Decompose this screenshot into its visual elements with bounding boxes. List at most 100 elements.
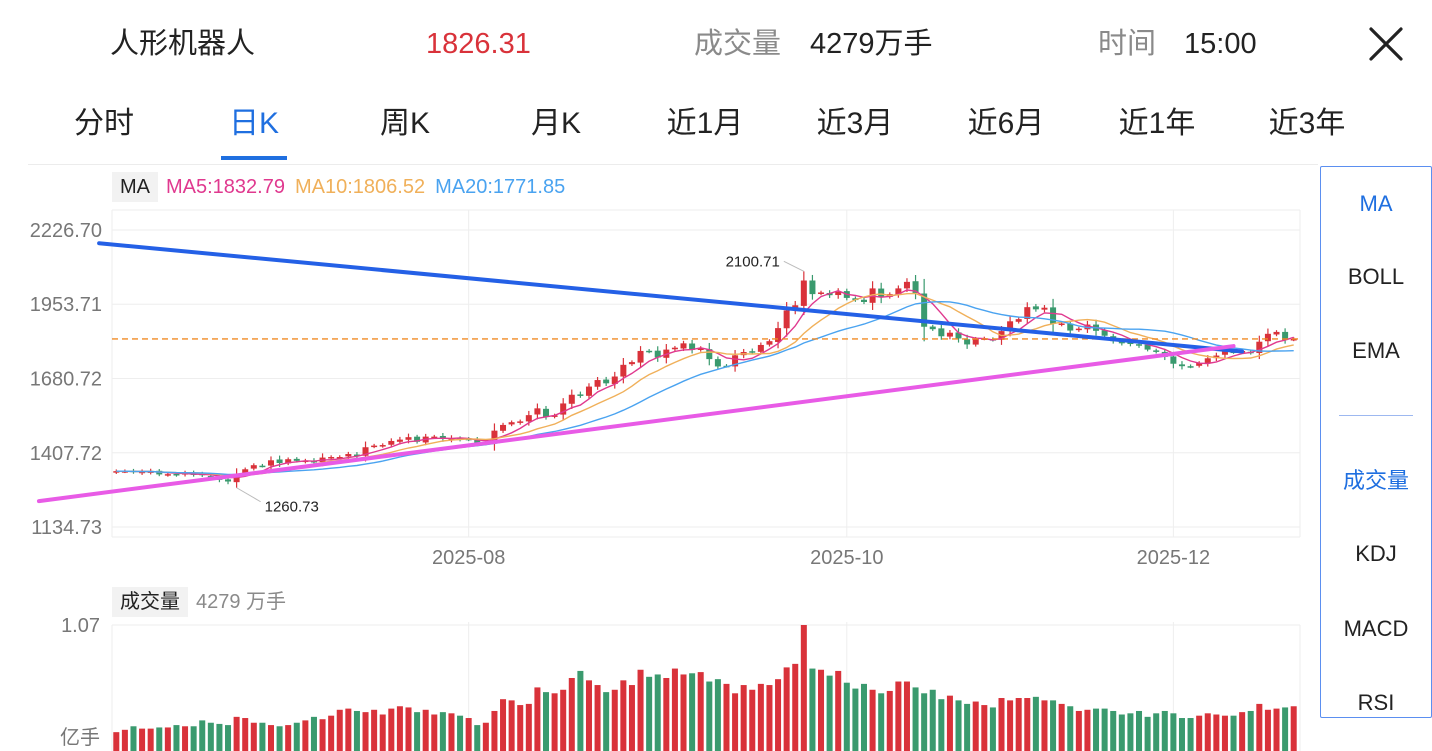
ma10-line	[116, 292, 1294, 477]
volume-bar	[1118, 714, 1125, 751]
candle-body	[964, 339, 971, 345]
tab-intraday[interactable]: 分时	[74, 107, 134, 140]
volume-bar	[1093, 708, 1100, 751]
tab-daily-k[interactable]: 日K	[228, 107, 280, 140]
volume-bar	[964, 703, 971, 751]
candle-body	[242, 469, 249, 474]
candle-body	[371, 445, 378, 448]
candle-body	[1187, 366, 1194, 368]
volume-bar	[534, 687, 541, 751]
volume-bar	[697, 672, 704, 751]
volume-bar	[740, 685, 747, 751]
volume-bar	[732, 693, 739, 751]
volume-bar	[207, 722, 214, 751]
tab-weekly-k[interactable]: 周K	[379, 107, 431, 140]
volume-bar	[800, 625, 807, 751]
tab-3-months[interactable]: 近3月	[816, 107, 894, 140]
candle-body	[568, 394, 575, 404]
volume-bar	[1135, 710, 1143, 751]
volume-bar	[938, 699, 945, 751]
volume-bar	[671, 668, 678, 751]
candle-body	[508, 422, 515, 425]
low-annotation: 1260.73	[265, 499, 319, 516]
indicator-macd[interactable]: MACD	[1343, 616, 1409, 641]
candle-body	[671, 347, 678, 350]
volume-bar	[439, 712, 446, 751]
indicator-ema[interactable]: EMA	[1352, 338, 1400, 363]
volume-bar	[491, 710, 498, 751]
ma5-line	[116, 289, 1294, 479]
candle-body	[878, 288, 885, 298]
price-tick-label: 1953.71	[30, 294, 102, 316]
trendline-lower	[36, 344, 1236, 504]
volume-bar	[560, 689, 567, 751]
candle-body	[1050, 307, 1057, 324]
candle-body	[285, 459, 292, 464]
volume-bar	[826, 675, 833, 751]
volume-bar	[646, 676, 653, 751]
volume-bar	[1239, 712, 1246, 751]
candle-body	[388, 440, 395, 445]
volume-bar	[310, 716, 317, 751]
volume-bar	[1170, 713, 1177, 751]
volume-bar	[302, 720, 309, 751]
indicator-ma[interactable]: MA	[1359, 191, 1393, 216]
indicator-boll[interactable]: BOLL	[1347, 264, 1405, 289]
candle-body	[611, 376, 618, 384]
volume-bar	[981, 705, 988, 751]
close-icon[interactable]	[1364, 22, 1408, 66]
volume-bar	[173, 725, 180, 751]
volume-bar	[147, 728, 154, 751]
candle-body	[1144, 344, 1151, 350]
candle-body	[1024, 307, 1031, 319]
candle-body	[757, 344, 764, 352]
candle-body	[706, 349, 713, 360]
candle-body	[1196, 362, 1203, 366]
candle-body	[577, 394, 584, 396]
candle-body	[542, 408, 550, 417]
active-tab-indicator	[221, 156, 287, 160]
volume-bar	[620, 680, 627, 751]
volume-bar	[1007, 700, 1014, 751]
candle-body	[1067, 323, 1074, 331]
indicator-volume[interactable]: 成交量	[1342, 468, 1409, 493]
candle-body	[491, 430, 498, 444]
volume-bar	[972, 701, 979, 751]
indicator-rsi[interactable]: RSI	[1357, 690, 1395, 715]
candle-body	[860, 299, 868, 302]
volume-bar	[809, 668, 816, 751]
volume-bar	[293, 722, 300, 751]
candle-body	[955, 332, 962, 339]
volume-bar	[706, 681, 713, 751]
candle-body	[1135, 344, 1143, 346]
tab-6-months[interactable]: 近6月	[967, 107, 1045, 140]
volume-bar	[139, 728, 146, 751]
volume-bar	[267, 725, 275, 751]
indicator-kdj[interactable]: KDJ	[1355, 541, 1397, 566]
candle-body	[293, 458, 300, 461]
panel-divider	[1339, 415, 1413, 416]
volume-bar	[1041, 700, 1048, 751]
candle-body	[534, 408, 541, 415]
tab-3-years[interactable]: 近3年	[1268, 107, 1346, 140]
ma5-value: MA5:1832.79	[166, 176, 285, 198]
index-name: 人形机器人	[110, 28, 256, 60]
volume-bar	[946, 695, 953, 751]
candle-body	[938, 328, 945, 337]
candle-body	[946, 332, 953, 337]
tab-1-year[interactable]: 近1年	[1118, 107, 1196, 140]
volume-bar	[783, 667, 790, 751]
volume-bar	[998, 698, 1005, 751]
volume-bar	[603, 692, 610, 751]
date-tick-label: 2025-08	[432, 547, 505, 569]
volume-bar	[869, 689, 876, 751]
current-price: 1826.31	[426, 28, 531, 60]
candle-body	[336, 457, 343, 459]
volume-bar	[396, 706, 403, 751]
tab-monthly-k[interactable]: 月K	[530, 107, 582, 140]
ma20-line	[116, 300, 1294, 476]
candle-body	[414, 436, 421, 442]
tab-1-month[interactable]: 近1月	[666, 107, 744, 140]
volume-bar	[929, 689, 936, 751]
